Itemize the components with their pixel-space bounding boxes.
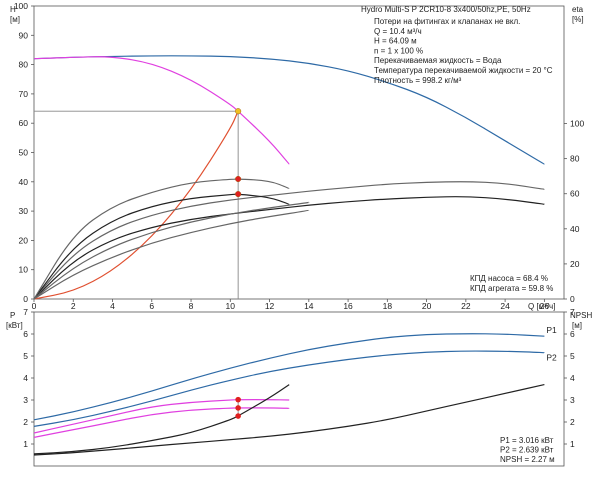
q-axis-tick-label: 0: [32, 301, 37, 311]
q-axis-tick-label: 16: [343, 301, 353, 311]
upper-series-line-5: [33, 193, 290, 300]
upper-info-line-3: n = 1 x 100 %: [374, 46, 423, 55]
lower-info-line-0: P1 = 3.016 кВт: [500, 436, 554, 445]
p-axis-tick-label: 5: [23, 351, 28, 361]
eta-axis-tick-label: 100: [570, 119, 584, 129]
p-axis-tick-label: 4: [23, 373, 28, 383]
npsh-axis-tick-label: 1: [570, 439, 575, 449]
eta-axis-tick-label: 60: [570, 189, 580, 199]
p-axis-tick-label: 1: [23, 439, 28, 449]
lower-series-line-0: [33, 333, 545, 421]
q-axis-tick-label: 8: [189, 301, 194, 311]
lower-info-line-1: P2 = 2.639 кВт: [500, 446, 554, 455]
upper-plot-frame: [33, 5, 565, 300]
upper-series-line-6: [33, 178, 290, 300]
p-axis-tick-label: 3: [23, 395, 28, 405]
eta-axis-tick-label: 20: [570, 259, 580, 269]
efficiency-info-line-1: КПД агрегата = 59.8 %: [470, 284, 553, 293]
lower-series-line-3: [33, 407, 290, 438]
lower-series-line-1: [33, 350, 545, 427]
h-axis-tick-label: 100: [14, 1, 28, 11]
h-axis-tick-label: 10: [19, 265, 29, 275]
npsh-axis-tick-label: 3: [570, 395, 575, 405]
npsh-axis-tick-label: 5: [570, 351, 575, 361]
eta-axis-tick-label: 0: [570, 294, 575, 304]
q-axis-tick-label: 12: [265, 301, 275, 311]
upper-info-line-0: Потери на фитингах и клапанах не вкл.: [374, 17, 520, 26]
upper-duty-marker-2: [235, 191, 242, 198]
lower-duty-marker-1: [235, 405, 241, 411]
h-axis-tick-label: 40: [19, 177, 29, 187]
npsh-axis-unit: [м]: [572, 321, 582, 330]
h-axis-label: H: [10, 5, 16, 14]
h-axis-tick-label: 30: [19, 206, 29, 216]
eta-axis-tick-label: 80: [570, 154, 580, 164]
q-axis-tick-label: 10: [226, 301, 236, 311]
h-axis-tick-label: 80: [19, 60, 29, 70]
q-axis-label: Q [м³/ч]: [528, 302, 555, 311]
efficiency-info-line-0: КПД насоса = 68.4 %: [470, 274, 548, 283]
h-axis-tick-label: 20: [19, 235, 29, 245]
p-axis-unit: [кВт]: [6, 321, 23, 330]
q-axis-tick-label: 6: [149, 301, 154, 311]
npsh-axis-tick-label: 2: [570, 417, 575, 427]
h-axis-tick-label: 90: [19, 30, 29, 40]
series-label-p1: P1: [546, 325, 557, 335]
npsh-axis-tick-label: 4: [570, 373, 575, 383]
h-axis-tick-label: 60: [19, 118, 29, 128]
upper-info-line-2: H = 64.09 м: [374, 37, 417, 46]
upper-duty-marker-0: [235, 108, 242, 115]
npsh-axis-label: NPSH: [570, 311, 592, 320]
upper-info-line-4: Перекачиваемая жидкость = Вода: [374, 56, 502, 65]
upper-series-line-3: [33, 196, 545, 300]
upper-series-line-4: [33, 181, 545, 300]
q-axis-tick-label: 26: [540, 301, 550, 311]
p-axis-tick-label: 7: [23, 307, 28, 317]
npsh-axis-tick-label: 7: [570, 307, 575, 317]
upper-series-line-1: [33, 56, 290, 165]
series-label-p2: P2: [546, 353, 557, 363]
q-axis-tick-label: 4: [110, 301, 115, 311]
upper-duty-marker-1: [235, 175, 242, 183]
q-axis-tick-label: 18: [383, 301, 393, 311]
upper-info-line-6: Плотность = 998.2 кг/м³: [374, 76, 462, 85]
upper-series-line-2: [33, 110, 239, 300]
eta-axis-tick-label: 40: [570, 224, 580, 234]
lower-duty-marker-2: [235, 413, 241, 419]
lower-series-line-4: [33, 384, 290, 455]
chart-title: Hydro Multi-S P 2CR10-8 3x400/50hz,PE, 5…: [361, 5, 531, 14]
q-axis-tick-label: 2: [71, 301, 76, 311]
upper-info-line-1: Q = 10.4 м³/ч: [374, 27, 422, 36]
lower-duty-marker-0: [235, 396, 241, 403]
h-axis-unit: [м]: [10, 15, 20, 24]
upper-info-line-5: Температура перекачиваемой жидкости = 20…: [374, 66, 553, 75]
p-axis-label: P: [10, 311, 15, 320]
p-axis-tick-label: 2: [23, 417, 28, 427]
lower-series-line-2: [33, 398, 290, 434]
lower-info-line-2: NPSH = 2.27 м: [500, 455, 555, 464]
upper-series-line-8: [33, 209, 310, 300]
upper-series-line-7: [33, 201, 310, 300]
eta-axis-label: eta: [572, 5, 584, 14]
lower-plot-frame: [33, 311, 565, 467]
eta-axis-unit: [%]: [572, 15, 584, 24]
h-axis-tick-label: 50: [19, 148, 29, 158]
npsh-axis-tick-label: 6: [570, 329, 575, 339]
q-axis-tick-label: 20: [422, 301, 432, 311]
q-axis-tick-label: 24: [500, 301, 510, 311]
q-axis-tick-label: 22: [461, 301, 471, 311]
q-axis-tick-label: 14: [304, 301, 314, 311]
lower-series-line-5: [33, 384, 545, 456]
h-axis-tick-label: 70: [19, 89, 29, 99]
p-axis-tick-label: 6: [23, 329, 28, 339]
h-axis-tick-label: 0: [23, 294, 28, 304]
